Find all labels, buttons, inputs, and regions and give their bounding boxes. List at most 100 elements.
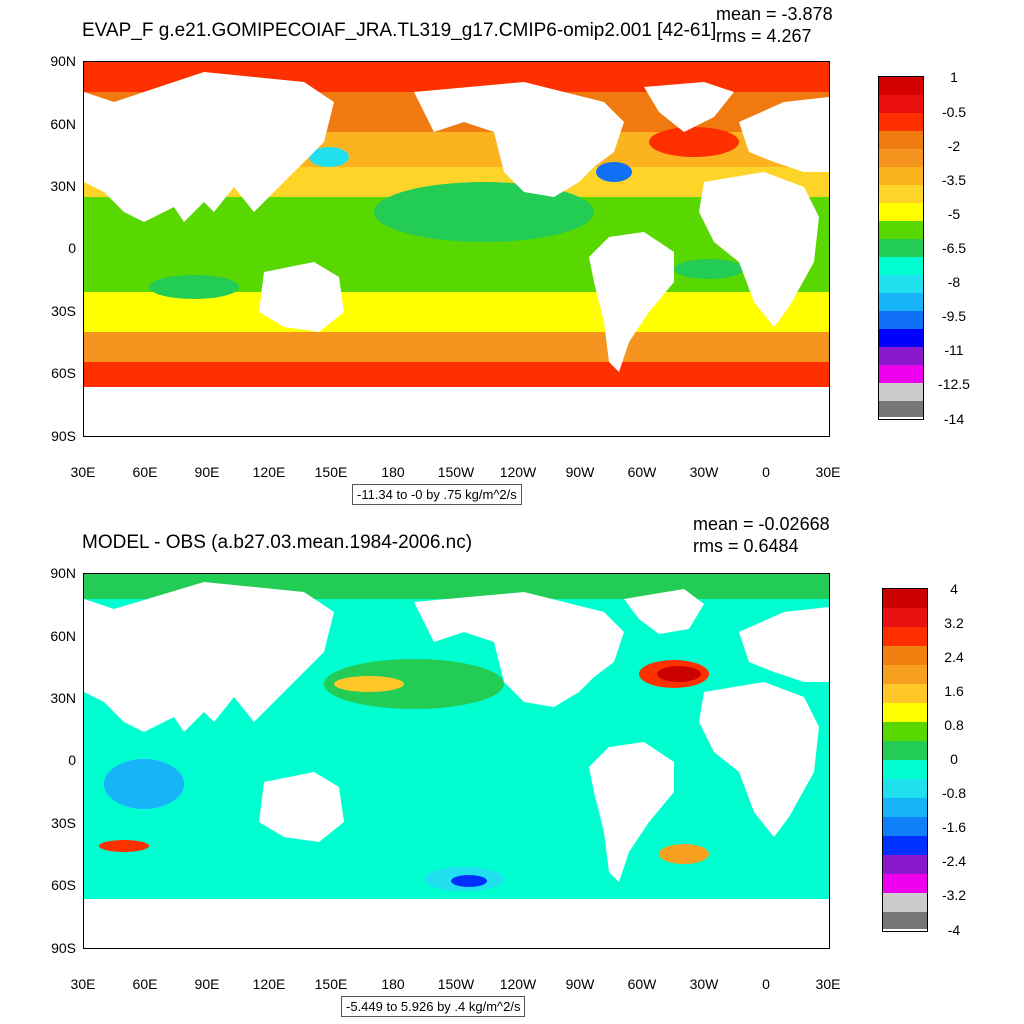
y-tick-label: 0	[68, 240, 76, 256]
legend-label: -1.6	[941, 819, 967, 835]
x-tick-label: 60E	[132, 976, 158, 992]
legend-swatch	[879, 149, 923, 167]
x-tick-label: 30E	[815, 464, 841, 480]
legend-swatch	[879, 401, 923, 417]
legend-label: 1.6	[944, 683, 964, 699]
legend-swatch	[883, 627, 927, 646]
color-legend	[882, 588, 928, 932]
y-tick-label: 60N	[50, 116, 76, 132]
patch-southern-warm	[99, 840, 149, 852]
legend-label: -3.2	[941, 887, 967, 903]
x-tick-label: 0	[762, 976, 770, 992]
patch-gulfstream	[596, 162, 632, 182]
x-tick-label: 120W	[499, 976, 537, 992]
legend-swatch	[883, 589, 927, 608]
legend-swatch	[879, 221, 923, 239]
legend-label: -9.5	[941, 308, 967, 324]
legend-swatch	[879, 347, 923, 365]
land-north-america	[414, 82, 624, 197]
patch-pacific-green	[374, 182, 594, 242]
band-south-mid	[84, 332, 829, 362]
legend-label: -2.4	[941, 853, 967, 869]
legend-swatch	[879, 131, 923, 149]
legend-label: 1	[950, 69, 958, 85]
rms-stat: rms = 0.6484	[693, 536, 799, 556]
y-tick-label: 90N	[50, 565, 76, 581]
legend-swatch	[883, 874, 927, 893]
legend-swatch	[879, 185, 923, 203]
legend-swatch	[883, 741, 927, 760]
land-south-america	[589, 742, 674, 882]
y-tick-label: 0	[68, 752, 76, 768]
land-australia	[259, 262, 344, 332]
x-tick-label: 120E	[252, 976, 286, 992]
x-tick-label: 150E	[314, 976, 348, 992]
x-tick-label: 150E	[314, 464, 348, 480]
band-antarctic	[84, 899, 829, 948]
legend-label: -3.5	[941, 172, 967, 188]
y-tick-label: 30N	[50, 178, 76, 194]
legend-swatch	[883, 665, 927, 684]
legend-swatch	[883, 722, 927, 741]
legend-swatch	[879, 329, 923, 347]
legend-label: -5	[947, 206, 961, 222]
legend-swatch	[879, 275, 923, 293]
rms-stat: rms = 4.267	[716, 26, 812, 46]
legend-label: 3.2	[944, 615, 964, 631]
x-tick-label: 30E	[70, 976, 96, 992]
patch-agulhas	[659, 844, 709, 864]
x-tick-label: 120E	[252, 464, 286, 480]
land-europe	[739, 97, 829, 172]
legend-swatch	[879, 311, 923, 329]
y-tick-label: 30S	[51, 815, 76, 831]
y-tick-label: 60S	[51, 877, 76, 893]
legend-swatch	[879, 365, 923, 383]
x-tick-label: 30E	[70, 464, 96, 480]
x-tick-label: 120W	[499, 464, 537, 480]
band-south-subtrop	[84, 292, 829, 332]
x-tick-label: 0	[762, 464, 770, 480]
land-asia	[84, 582, 334, 732]
patch-pacific-warm	[334, 676, 404, 692]
panel-evap-model: EVAP_F g.e21.GOMIPECOIAF_JRA.TL319_g17.C…	[50, 4, 970, 505]
x-tick-label: 90W	[565, 976, 595, 992]
legend-swatch	[879, 239, 923, 257]
land-north-america	[414, 592, 624, 707]
land-africa	[699, 682, 819, 837]
x-tick-label: 30E	[815, 976, 841, 992]
legend-label: -2	[947, 138, 961, 154]
patch-atlantic-teal	[674, 259, 744, 279]
panel-title: MODEL - OBS (a.b27.03.mean.1984-2006.nc)	[82, 532, 473, 553]
legend-swatch	[879, 203, 923, 221]
y-tick-label: 90N	[50, 53, 76, 69]
x-tick-label: 90W	[565, 464, 595, 480]
band-antarctic	[84, 387, 829, 436]
x-tick-label: 60W	[627, 976, 657, 992]
evap-map	[84, 62, 829, 436]
contour-info-box: -11.34 to -0 by .75 kg/m^2/s	[352, 484, 522, 505]
difference-map	[84, 574, 829, 948]
y-tick-label: 90S	[51, 428, 76, 444]
panel-model-minus-obs: MODEL - OBS (a.b27.03.mean.1984-2006.nc)…	[0, 512, 1024, 1024]
legend-label: 4	[950, 581, 958, 597]
legend-swatch	[883, 798, 927, 817]
legend-swatch	[879, 293, 923, 311]
land-africa	[699, 172, 819, 327]
legend-label: 0.8	[944, 717, 964, 733]
patch-north-atlantic	[649, 127, 739, 157]
panel-title: EVAP_F g.e21.GOMIPECOIAF_JRA.TL319_g17.C…	[82, 20, 717, 41]
x-tick-label: 60W	[627, 464, 657, 480]
patch-indian-blue	[104, 759, 184, 809]
legend-swatch	[883, 684, 927, 703]
band-south-subpolar	[84, 362, 829, 387]
y-tick-label: 60N	[50, 628, 76, 644]
legend-swatch	[879, 95, 923, 113]
land-europe	[739, 607, 829, 682]
patch-south-pacific-dark	[451, 875, 487, 887]
x-tick-label: 30W	[689, 976, 719, 992]
legend-swatch	[879, 167, 923, 185]
legend-swatch	[883, 893, 927, 912]
legend-label: -14	[943, 411, 965, 427]
legend-label: -0.8	[941, 785, 967, 801]
mean-stat: mean = -3.878	[716, 4, 833, 24]
